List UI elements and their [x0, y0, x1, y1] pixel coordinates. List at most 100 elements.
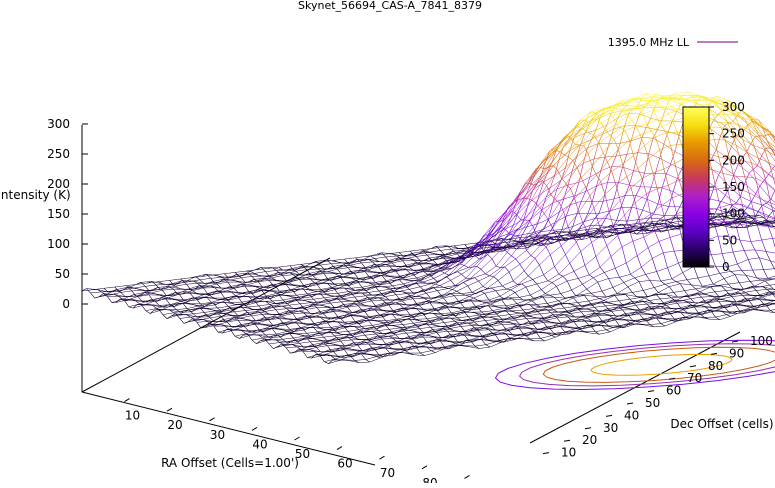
- surface-line: [431, 351, 435, 353]
- surface-line: [115, 286, 126, 287]
- x-axis-line: [82, 392, 375, 465]
- surface-line: [307, 291, 318, 294]
- surface-line: [427, 255, 431, 260]
- surface-line: [444, 287, 448, 288]
- surface-line: [578, 127, 582, 128]
- surface-line: [710, 199, 721, 201]
- surface-line: [753, 165, 757, 169]
- surface-line: [710, 128, 721, 136]
- surface-line: [628, 287, 632, 293]
- surface-line: [766, 251, 770, 260]
- surface-line: [668, 185, 672, 198]
- surface-line: [164, 297, 168, 298]
- surface-line: [471, 301, 475, 307]
- surface-line: [334, 259, 345, 260]
- legend-entry: 1395.0 MHz LL: [608, 36, 690, 49]
- surface-line: [571, 239, 582, 240]
- surface-line: [426, 293, 430, 298]
- surface-line: [307, 358, 311, 359]
- surface-line: [363, 268, 367, 269]
- surface-line: [361, 262, 372, 263]
- surface-line: [182, 281, 193, 282]
- surface-line: [222, 277, 226, 279]
- surface-line: [166, 299, 170, 305]
- surface-line: [156, 284, 167, 285]
- surface-line: [629, 185, 640, 187]
- surface-line: [666, 133, 670, 146]
- surface-line: [582, 128, 586, 131]
- surface-line: [303, 352, 307, 358]
- surface-line: [505, 267, 509, 272]
- surface-line: [253, 322, 257, 323]
- surface-line: [729, 122, 733, 123]
- surface-line: [528, 276, 532, 280]
- surface-line: [698, 278, 702, 286]
- surface-line: [635, 278, 639, 282]
- surface-line: [436, 246, 440, 250]
- surface-line: [680, 284, 684, 291]
- surface-line: [159, 280, 170, 281]
- surface-line: [170, 301, 181, 304]
- surface-line: [614, 140, 618, 150]
- surface-line: [716, 136, 720, 150]
- surface-line: [585, 321, 589, 325]
- surface-line: [673, 178, 677, 191]
- surface-line: [434, 273, 445, 278]
- surface-line: [597, 175, 601, 181]
- surface-line: [669, 114, 673, 122]
- surface-line: [193, 313, 204, 314]
- surface-line: [440, 249, 451, 250]
- surface-line: [495, 334, 499, 340]
- surface-line: [283, 298, 294, 300]
- surface-line: [618, 235, 622, 247]
- surface-line: [461, 294, 465, 296]
- surface-line: [566, 213, 577, 216]
- surface-line: [713, 297, 717, 299]
- surface-line: [270, 327, 274, 328]
- surface-line: [378, 267, 382, 273]
- surface-line: [231, 330, 235, 336]
- surface-line: [601, 157, 605, 171]
- surface-line: [750, 220, 754, 223]
- surface-line: [756, 194, 767, 204]
- surface-line: [665, 207, 669, 216]
- surface-line: [272, 300, 283, 301]
- surface-line: [361, 354, 365, 360]
- surface-line: [585, 265, 589, 275]
- surface-line: [520, 264, 524, 271]
- surface-line: [765, 281, 769, 285]
- surface-line: [406, 278, 417, 279]
- surface-line: [283, 275, 294, 276]
- surface-line: [344, 258, 355, 259]
- surface-line: [375, 257, 386, 259]
- surface-line: [260, 289, 264, 290]
- surface-line: [86, 289, 97, 290]
- surface-line: [533, 280, 537, 285]
- surface-line: [134, 286, 145, 288]
- surface-line: [672, 279, 676, 282]
- surface-line: [539, 265, 543, 275]
- surface-line: [631, 274, 635, 278]
- surface-line: [749, 301, 753, 307]
- surface-line: [474, 278, 478, 281]
- surface-line: [636, 126, 640, 135]
- surface-line: [569, 157, 573, 160]
- surface-line: [526, 287, 530, 295]
- surface-line: [762, 169, 766, 184]
- surface-line: [456, 344, 460, 345]
- surface-line: [640, 108, 644, 114]
- surface-line: [550, 295, 554, 297]
- legend: 1395.0 MHz LL: [608, 36, 738, 49]
- surface-line: [611, 256, 615, 268]
- surface-line: [654, 288, 658, 293]
- surface-line: [662, 188, 673, 192]
- surface-line: [725, 307, 729, 312]
- surface-line: [563, 276, 567, 281]
- surface-line: [382, 286, 393, 287]
- surface-line: [717, 122, 721, 128]
- surface-line: [604, 301, 608, 303]
- surface-line: [470, 296, 474, 298]
- surface-line: [528, 300, 532, 301]
- surface-line: [676, 282, 680, 284]
- surface-line: [599, 143, 603, 153]
